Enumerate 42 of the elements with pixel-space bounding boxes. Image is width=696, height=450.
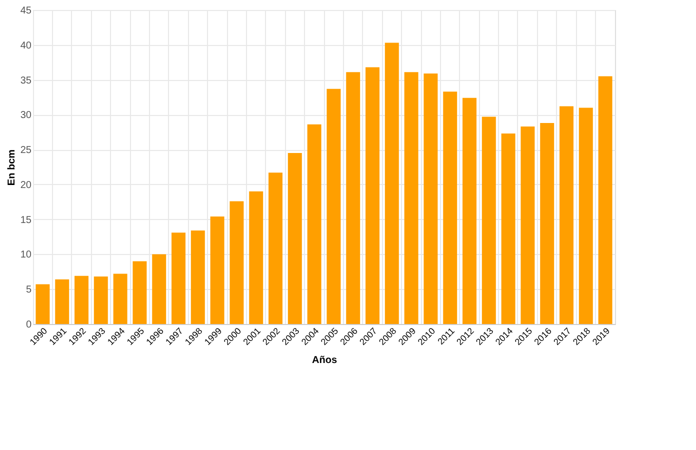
- bar: [190, 230, 205, 324]
- bar: [501, 134, 516, 324]
- bar: [113, 274, 128, 324]
- bar: [55, 279, 70, 324]
- bar: [132, 261, 147, 324]
- bar: [482, 116, 496, 324]
- y-tick-label: 20: [20, 180, 32, 191]
- y-tick-label: 5: [26, 284, 32, 296]
- bar: [560, 106, 574, 324]
- y-tick-label: 45: [20, 6, 32, 16]
- bar: [268, 172, 282, 324]
- y-tick-label: 35: [20, 75, 32, 86]
- bar: [443, 92, 458, 324]
- bar: [346, 72, 360, 324]
- bar: [598, 76, 612, 324]
- bar: [249, 191, 264, 324]
- bar: [210, 216, 224, 324]
- bar: [172, 232, 186, 324]
- bar: [230, 201, 244, 324]
- y-tick-label: 40: [20, 40, 32, 52]
- bar: [74, 276, 88, 324]
- bar: [424, 74, 438, 324]
- bar: [94, 276, 108, 324]
- y-tick-label: 10: [20, 250, 32, 261]
- bar: [366, 67, 380, 324]
- y-tick-label: 15: [20, 214, 32, 226]
- bar: [404, 72, 418, 324]
- bar: [578, 108, 593, 324]
- y-axis-title: En bcm: [6, 149, 18, 186]
- bar: [152, 254, 166, 324]
- bar: [540, 123, 554, 324]
- bar: [384, 42, 399, 324]
- bar: [326, 88, 341, 324]
- x-axis-title: Años: [312, 355, 338, 366]
- y-tick-label: 25: [20, 145, 32, 156]
- bar: [520, 126, 535, 324]
- y-tick-label: 0: [26, 320, 32, 330]
- bar: [36, 284, 50, 324]
- bar: [288, 153, 302, 324]
- bar: [307, 124, 322, 324]
- y-tick-label: 30: [20, 110, 32, 122]
- bar: [462, 98, 476, 324]
